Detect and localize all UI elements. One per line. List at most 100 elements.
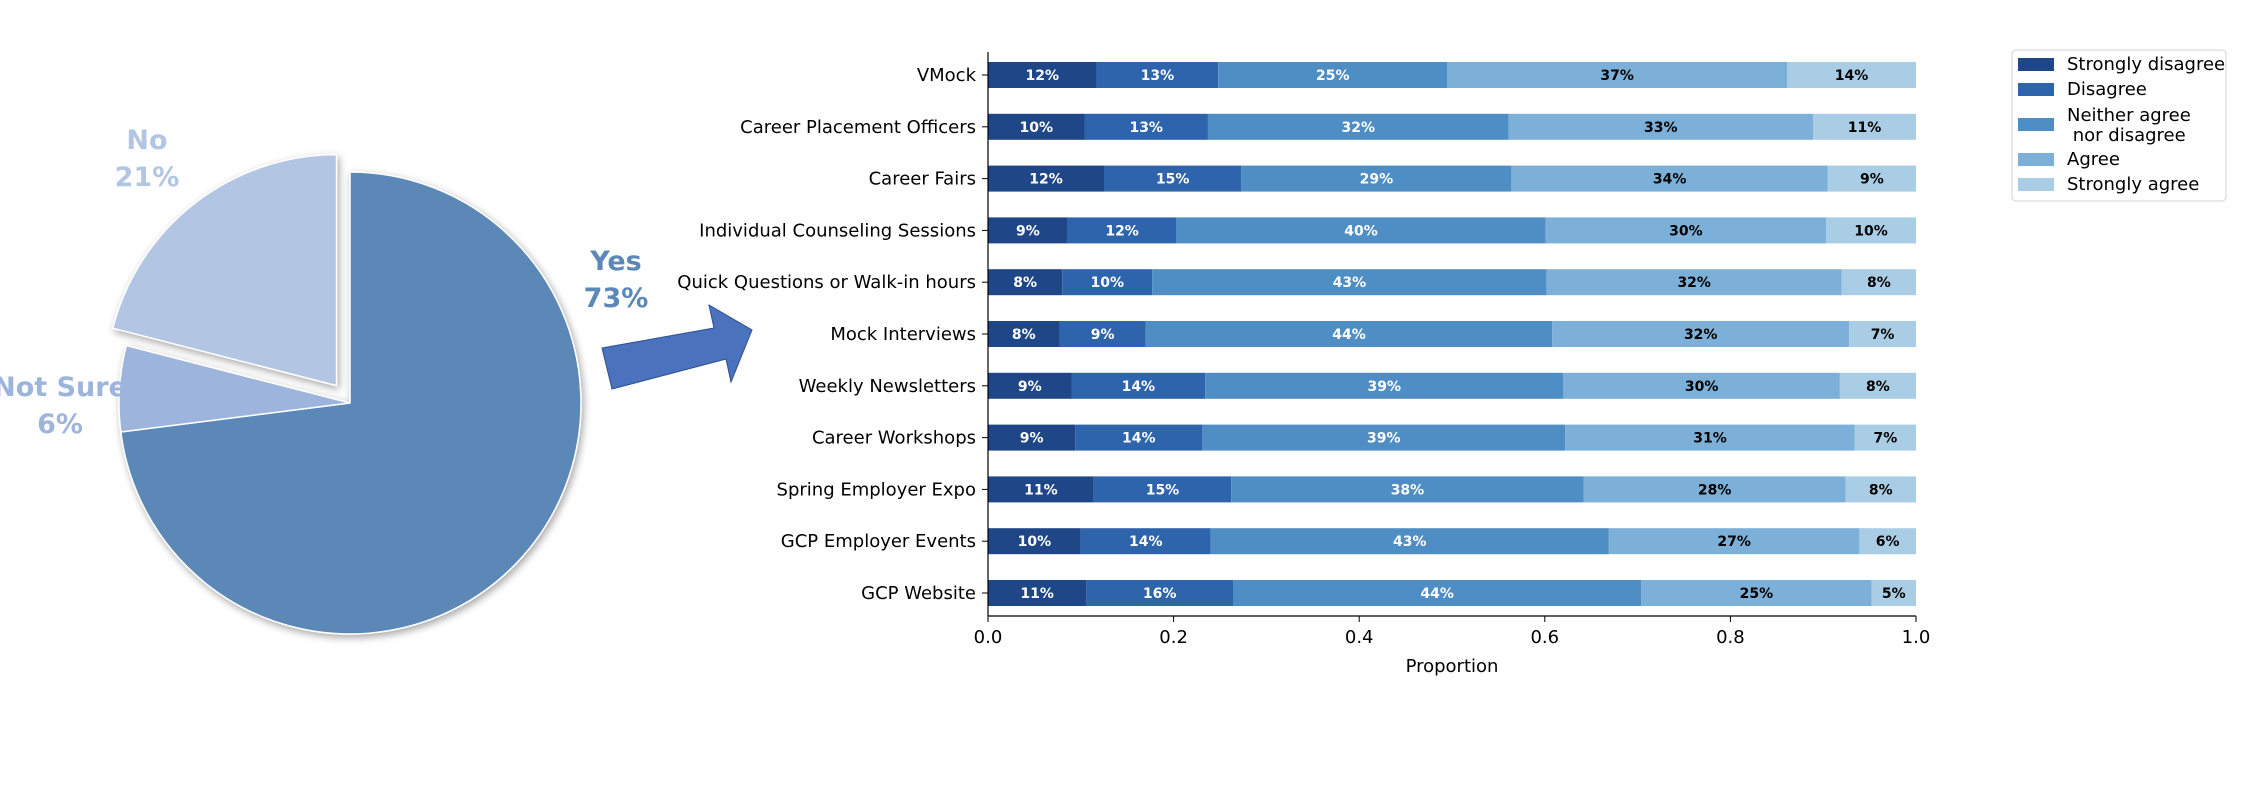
bar-segment — [1859, 528, 1916, 555]
bar-segment — [1545, 217, 1826, 244]
bar-segment — [988, 372, 1072, 399]
stacked-bar-chart: VMock 12% 13% 25% 37% 14% Career Placement Off… — [677, 52, 1930, 677]
bar-segment-label: 25% — [1740, 586, 1774, 602]
bar-segment-label: 13% — [1141, 68, 1175, 84]
bar-segment-label: 16% — [1143, 586, 1177, 602]
bar-segment-label: 10% — [1854, 223, 1888, 239]
bar-segment — [1104, 165, 1242, 192]
bar-segment — [1511, 165, 1828, 192]
bar-segment-label: 30% — [1669, 223, 1703, 239]
bar-segment — [1059, 321, 1146, 347]
bar-segment — [1563, 372, 1840, 399]
bar-segment — [988, 62, 1097, 88]
category-label: Career Fairs — [869, 169, 976, 190]
bar-segment — [1145, 321, 1553, 347]
bar-segment — [1854, 424, 1916, 451]
bar-segment — [1086, 580, 1233, 606]
x-tick-label: 0.8 — [1716, 627, 1745, 648]
category-label: Individual Counseling Sessions — [699, 220, 976, 241]
legend-swatch — [2018, 58, 2054, 71]
bar-segment — [1608, 528, 1860, 555]
bar-segment — [1812, 113, 1916, 140]
bar-segment-label: 10% — [1019, 120, 1053, 136]
pie-slice-no — [111, 153, 338, 387]
bar-segment-label: 8% — [1866, 379, 1890, 395]
bar-segment-label: 9% — [1020, 431, 1044, 447]
bar-segment — [1207, 113, 1509, 140]
bar-segment — [988, 528, 1081, 555]
bar-segment — [1241, 165, 1512, 192]
bar-segment — [1546, 269, 1842, 296]
bar-segment — [1583, 476, 1846, 503]
bar-segment — [1075, 424, 1203, 451]
bar-segment-label: 12% — [1026, 68, 1060, 84]
bar-segment-label: 39% — [1367, 431, 1401, 447]
x-tick-label: 1.0 — [1902, 627, 1931, 648]
bar-segment-label: 10% — [1018, 534, 1052, 550]
bar-segment-label: 7% — [1873, 431, 1897, 447]
category-label: GCP Website — [861, 583, 976, 604]
x-tick-label: 0.4 — [1345, 627, 1374, 648]
bar-segment-label: 32% — [1684, 327, 1718, 343]
bar-segment-label: 7% — [1871, 327, 1895, 343]
bar-segment-label: 12% — [1029, 172, 1063, 188]
x-tick-label: 0.2 — [1159, 627, 1188, 648]
bar-segment — [1205, 372, 1564, 399]
legend-label: Strongly agree — [2067, 174, 2199, 195]
category-label: Weekly Newsletters — [799, 376, 976, 397]
bar-segment-label: 43% — [1393, 534, 1427, 550]
bar-segment-label: 38% — [1391, 482, 1425, 498]
pie-labels: Yes 73% Not Sure 6% No 21% — [0, 125, 648, 440]
bar-segment-label: 34% — [1653, 172, 1687, 188]
bar-segment — [1825, 217, 1916, 244]
bar-segment-label: 33% — [1644, 120, 1678, 136]
bar-segment-label: 11% — [1848, 120, 1882, 136]
bar-segment-label: 40% — [1344, 223, 1378, 239]
bar-segment — [1231, 476, 1584, 503]
bar-segment-label: 8% — [1869, 482, 1893, 498]
bar-segment — [1210, 528, 1609, 555]
bar-segment-label: 25% — [1316, 68, 1350, 84]
bar-segment — [1552, 321, 1850, 347]
bar-segment-label: 10% — [1090, 275, 1124, 291]
bar-segment — [988, 269, 1063, 296]
category-label: GCP Employer Events — [781, 531, 976, 552]
bar-segment — [1871, 580, 1916, 606]
bar-segment — [1787, 62, 1916, 88]
bar-segment — [1232, 580, 1642, 606]
bar-segment-label: 6% — [1876, 534, 1900, 550]
bar-segment-label: 11% — [1024, 482, 1058, 498]
bar-segment — [1841, 269, 1916, 296]
bar-segment-label: 8% — [1867, 275, 1891, 291]
bar-segment-label: 31% — [1693, 431, 1727, 447]
category-label: Career Placement Officers — [740, 117, 976, 138]
category-label: Spring Employer Expo — [777, 479, 976, 500]
bar-segment-label: 9% — [1016, 223, 1040, 239]
bar-segment-label: 29% — [1360, 172, 1394, 188]
bar-segment — [1849, 321, 1916, 347]
bar-segment — [1565, 424, 1855, 451]
bar-segment-label: 43% — [1333, 275, 1367, 291]
bar-segment — [988, 165, 1104, 192]
pie-label-yes: Yes 73% — [584, 246, 649, 314]
legend: Strongly disagree Disagree Neither agree n… — [2011, 49, 2227, 202]
arrow-right-icon — [601, 303, 753, 390]
bar-segment — [1641, 580, 1872, 606]
bar-segment-label: 12% — [1105, 223, 1139, 239]
legend-swatch — [2018, 178, 2054, 191]
bar-segment-label: 9% — [1018, 379, 1042, 395]
bar-segment — [988, 217, 1068, 244]
bar-segment — [1176, 217, 1546, 244]
bar-segment-label: 44% — [1420, 586, 1454, 602]
bar-segment — [1447, 62, 1788, 88]
bar-segment — [1080, 528, 1211, 555]
pie-label-not-sure: Not Sure 6% — [0, 372, 127, 440]
bar-segment — [1218, 62, 1448, 88]
bar-segment-label: 44% — [1332, 327, 1366, 343]
pie-slice-yes — [119, 171, 582, 635]
pie-slice-not-sure — [118, 344, 351, 433]
bar-segment — [1845, 476, 1916, 503]
bar-segment-label: 37% — [1600, 68, 1634, 84]
bar-segment-label: 39% — [1367, 379, 1401, 395]
